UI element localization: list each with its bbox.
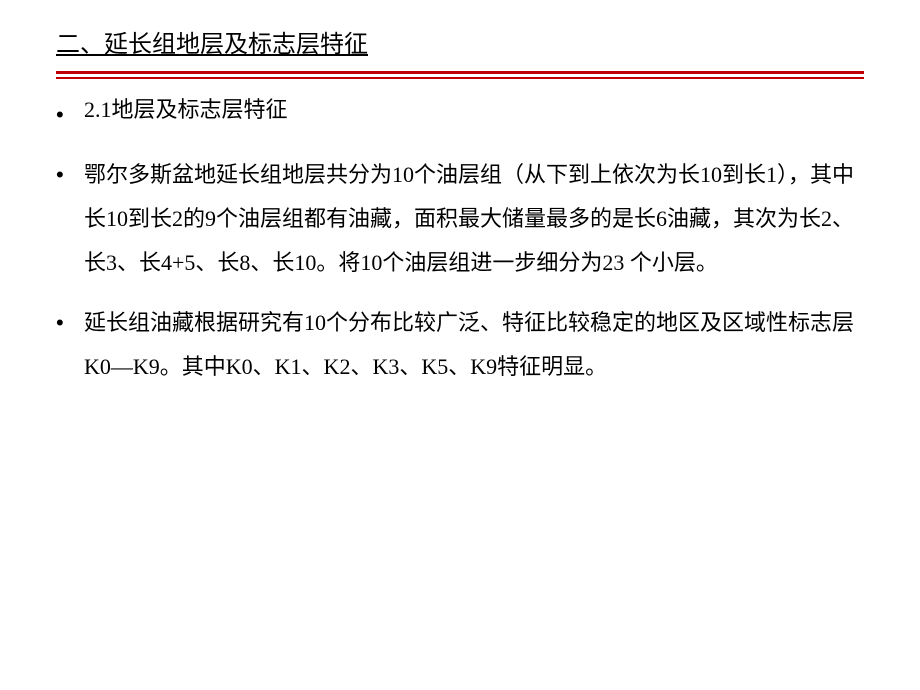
bullet-item-0: • 2.1地层及标志层特征 <box>56 93 864 137</box>
slide-container: 二、延长组地层及标志层特征 • 2.1地层及标志层特征 • 鄂尔多斯盆地延长组地… <box>0 0 920 690</box>
bullet-marker: • <box>56 93 72 137</box>
bullet-marker: • <box>56 153 72 285</box>
paragraph-text: 鄂尔多斯盆地延长组地层共分为10个油层组（从下到上依次为长10到长1），其中长1… <box>84 153 864 285</box>
divider-thick <box>56 71 864 74</box>
content-area: • 2.1地层及标志层特征 • 鄂尔多斯盆地延长组地层共分为10个油层组（从下到… <box>56 93 864 389</box>
bullet-marker: • <box>56 301 72 389</box>
divider-group <box>56 71 864 79</box>
bullet-item-2: • 延长组油藏根据研究有10个分布比较广泛、特征比较稳定的地区及区域性标志层K0… <box>56 301 864 389</box>
divider-thin <box>56 77 864 79</box>
bullet-item-1: • 鄂尔多斯盆地延长组地层共分为10个油层组（从下到上依次为长10到长1），其中… <box>56 153 864 285</box>
section-title: 二、延长组地层及标志层特征 <box>56 24 864 59</box>
subsection-title: 2.1地层及标志层特征 <box>84 93 288 137</box>
paragraph-text: 延长组油藏根据研究有10个分布比较广泛、特征比较稳定的地区及区域性标志层K0—K… <box>84 301 864 389</box>
